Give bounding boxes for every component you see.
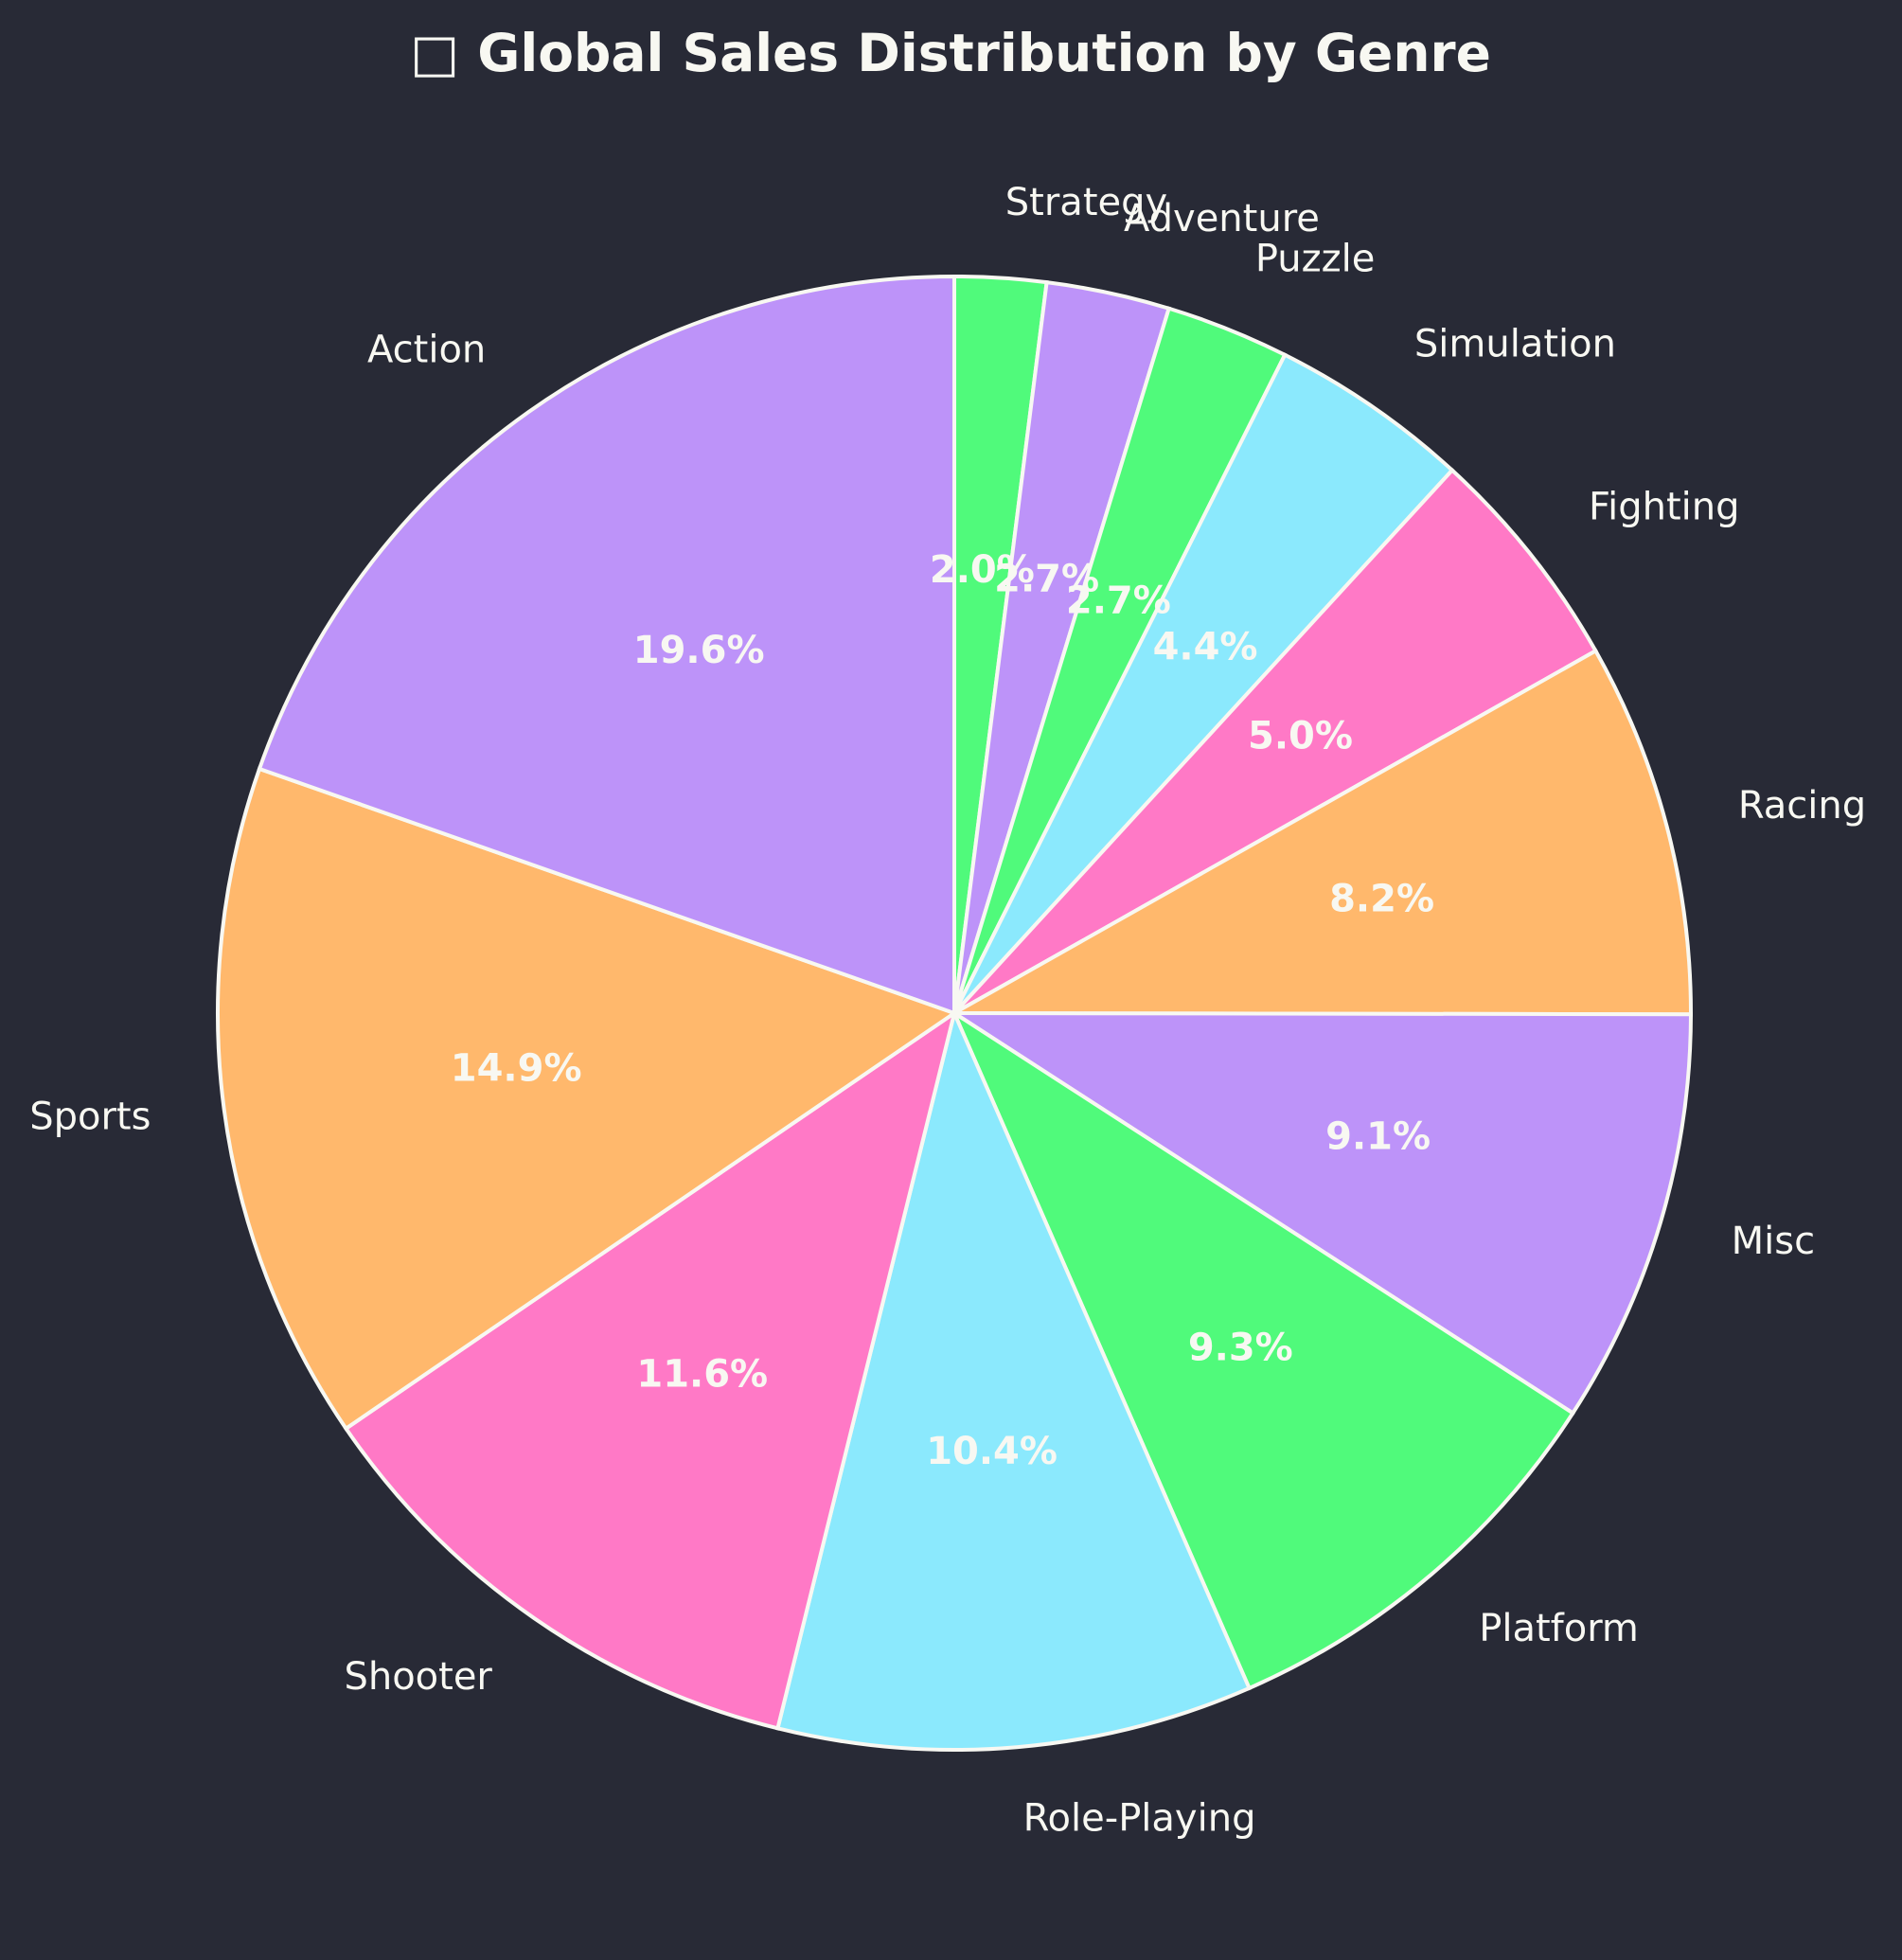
pie-slice-role-playing — [775, 1007, 1253, 1752]
category-label-platform: Platform — [1479, 1607, 1639, 1650]
pie-slice-action — [257, 274, 956, 1016]
category-label-role-playing: Role-Playing — [1023, 1797, 1256, 1841]
category-label-adventure: Adventure — [1124, 197, 1320, 241]
percentage-label-sports: 14.9% — [451, 1047, 582, 1091]
pie-slice-sports — [216, 766, 959, 1432]
pie-slice-racing — [947, 648, 1694, 1017]
percentage-label-racing: 8.2% — [1329, 878, 1434, 921]
pie-slice-platform — [950, 1007, 1576, 1691]
pie-slices — [216, 274, 1694, 1752]
percentage-label-simulation: 4.4% — [1153, 626, 1258, 669]
video-game-controller-icon: □ — [410, 23, 477, 83]
chart-title-text: Global Sales Distribution by Genre — [477, 23, 1491, 83]
category-label-strategy: Strategy — [1005, 181, 1167, 224]
category-label-misc: Misc — [1732, 1220, 1815, 1263]
percentage-label-shooter: 11.6% — [636, 1352, 768, 1396]
percentage-label-puzzle: 2.7% — [1066, 579, 1171, 623]
category-label-fighting: Fighting — [1589, 486, 1740, 529]
percentage-label-role-playing: 10.4% — [926, 1430, 1058, 1473]
percentage-label-strategy: 2.0% — [930, 548, 1035, 592]
percentage-label-misc: 9.1% — [1325, 1114, 1431, 1158]
pie-slice-fighting — [952, 467, 1599, 1015]
category-label-sports: Sports — [29, 1095, 151, 1138]
percentage-label-fighting: 5.0% — [1248, 715, 1353, 758]
category-label-shooter: Shooter — [344, 1655, 492, 1699]
category-label-simulation: Simulation — [1414, 323, 1616, 366]
percentage-label-action: 19.6% — [633, 629, 765, 672]
category-label-puzzle: Puzzle — [1255, 237, 1375, 280]
percentage-label-adventure: 2.7% — [994, 558, 1099, 601]
pie-slice-misc — [948, 1010, 1694, 1417]
percentage-labels: 2.0%2.7%2.7%4.4%5.0%8.2%9.1%9.3%10.4%11.… — [451, 548, 1434, 1473]
category-label-racing: Racing — [1738, 784, 1866, 828]
percentage-label-platform: 9.3% — [1188, 1327, 1293, 1370]
chart-title: □ Global Sales Distribution by Genre — [410, 23, 1491, 83]
pie-slice-simulation — [952, 352, 1455, 1015]
category-label-action: Action — [367, 329, 486, 372]
pie-slice-shooter — [343, 1008, 958, 1731]
